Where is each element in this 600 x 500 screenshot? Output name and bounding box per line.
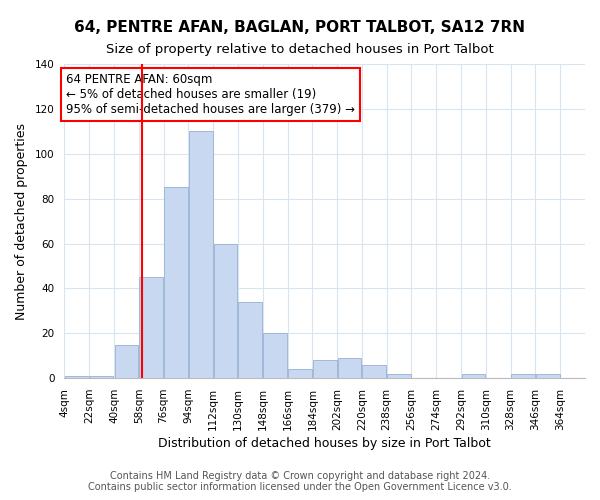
Bar — [536, 374, 560, 378]
Bar — [263, 334, 287, 378]
Bar — [164, 188, 188, 378]
Bar — [338, 358, 361, 378]
Bar — [139, 277, 163, 378]
Bar — [65, 376, 89, 378]
Text: 64, PENTRE AFAN, BAGLAN, PORT TALBOT, SA12 7RN: 64, PENTRE AFAN, BAGLAN, PORT TALBOT, SA… — [74, 20, 526, 35]
Y-axis label: Number of detached properties: Number of detached properties — [15, 122, 28, 320]
X-axis label: Distribution of detached houses by size in Port Talbot: Distribution of detached houses by size … — [158, 437, 491, 450]
Bar — [115, 344, 138, 378]
Bar — [90, 376, 113, 378]
Bar — [387, 374, 411, 378]
Text: Size of property relative to detached houses in Port Talbot: Size of property relative to detached ho… — [106, 42, 494, 56]
Bar — [189, 132, 212, 378]
Bar — [214, 244, 238, 378]
Bar — [511, 374, 535, 378]
Bar — [238, 302, 262, 378]
Text: Contains HM Land Registry data © Crown copyright and database right 2024.
Contai: Contains HM Land Registry data © Crown c… — [88, 471, 512, 492]
Bar — [461, 374, 485, 378]
Text: 64 PENTRE AFAN: 60sqm
← 5% of detached houses are smaller (19)
95% of semi-detac: 64 PENTRE AFAN: 60sqm ← 5% of detached h… — [66, 73, 355, 116]
Bar — [313, 360, 337, 378]
Bar — [288, 369, 312, 378]
Bar — [362, 364, 386, 378]
